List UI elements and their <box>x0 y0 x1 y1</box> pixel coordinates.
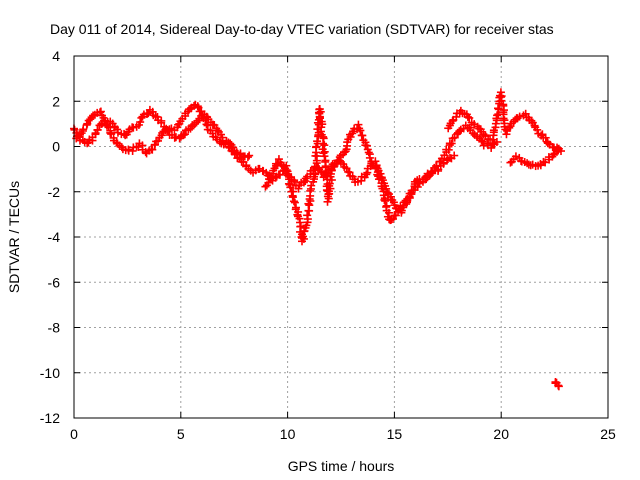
x-tick-label: 5 <box>177 426 185 442</box>
plus-marker <box>93 125 102 134</box>
plus-marker <box>303 211 312 220</box>
plus-marker <box>463 112 472 121</box>
plus-marker <box>245 151 254 160</box>
plus-marker <box>136 118 145 127</box>
y-tick-label: 2 <box>52 93 60 109</box>
x-axis-label: GPS time / hours <box>288 458 395 474</box>
x-tick-label: 10 <box>280 426 296 442</box>
plus-marker <box>79 125 88 134</box>
plus-marker <box>362 141 371 150</box>
plus-marker <box>141 147 150 156</box>
plus-marker <box>371 161 380 170</box>
plus-marker <box>468 129 477 138</box>
plus-marker <box>455 127 464 136</box>
plus-marker <box>465 113 474 122</box>
x-tick-label: 0 <box>70 426 78 442</box>
y-tick-label: -2 <box>48 184 61 200</box>
plus-marker <box>106 128 115 137</box>
plus-marker <box>407 186 416 195</box>
y-tick-label: -10 <box>40 365 60 381</box>
chart-title: Day 011 of 2014, Sidereal Day-to-day VTE… <box>50 21 554 37</box>
plus-marker <box>290 177 299 186</box>
plus-marker <box>288 193 297 202</box>
plus-marker <box>134 143 143 152</box>
plus-marker <box>102 121 111 130</box>
plus-marker <box>286 183 295 192</box>
plus-marker <box>447 139 456 148</box>
plus-marker <box>96 107 105 116</box>
plus-marker <box>478 137 487 146</box>
x-tick-label: 20 <box>493 426 509 442</box>
plus-marker <box>243 153 252 162</box>
plus-marker <box>493 111 502 120</box>
plus-marker <box>505 123 514 132</box>
y-tick-label: 4 <box>52 48 60 64</box>
plus-marker <box>543 139 552 148</box>
plus-marker <box>381 196 390 205</box>
plus-marker <box>396 202 405 211</box>
plus-marker <box>356 126 365 135</box>
y-axis-label: SDTVAR / TECUs <box>6 181 22 293</box>
plus-marker <box>333 157 342 166</box>
plus-marker <box>358 131 367 140</box>
plus-marker <box>450 151 459 160</box>
plus-marker <box>313 137 322 146</box>
plus-marker <box>515 112 524 121</box>
y-tick-labels: 4 2 0 -2 -4 -6 -8 -10 -12 <box>40 48 60 426</box>
plus-marker <box>261 182 270 191</box>
plus-marker <box>444 145 453 154</box>
x-tick-label: 15 <box>387 426 403 442</box>
plus-marker <box>142 110 151 119</box>
plus-marker <box>499 114 508 123</box>
plus-marker <box>533 125 542 134</box>
plus-marker <box>372 163 381 172</box>
plus-marker <box>179 131 188 140</box>
plus-marker <box>554 144 563 153</box>
plus-marker <box>180 130 189 139</box>
grid-layer <box>74 56 608 418</box>
plus-marker <box>164 126 173 135</box>
y-tick-label: -6 <box>48 274 61 290</box>
y-tick-label: -12 <box>40 410 60 426</box>
plus-marker <box>299 178 308 187</box>
plus-marker <box>304 206 313 215</box>
plus-marker <box>401 196 410 205</box>
plus-marker <box>554 382 563 391</box>
y-tick-label: -4 <box>48 229 61 245</box>
plus-marker <box>342 164 351 173</box>
x-tick-label: 25 <box>600 426 616 442</box>
y-tick-label: -8 <box>48 320 61 336</box>
plus-marker <box>294 184 303 193</box>
plus-marker <box>290 198 299 207</box>
plus-marker <box>283 171 292 180</box>
plus-marker <box>362 170 371 179</box>
y-tick-label: 0 <box>52 139 60 155</box>
plus-marker <box>364 148 373 157</box>
data-points <box>69 88 566 391</box>
plus-marker <box>284 179 293 188</box>
plus-marker <box>213 126 222 135</box>
plus-marker <box>299 232 308 241</box>
tick-marks <box>73 55 609 419</box>
plus-marker <box>148 145 157 154</box>
plus-marker <box>494 104 503 113</box>
plus-marker <box>373 170 382 179</box>
plus-marker <box>541 133 550 142</box>
plus-marker <box>501 125 510 134</box>
plus-marker <box>488 139 497 148</box>
x-tick-labels: 0 5 10 15 20 25 <box>70 426 616 442</box>
plus-marker <box>289 197 298 206</box>
